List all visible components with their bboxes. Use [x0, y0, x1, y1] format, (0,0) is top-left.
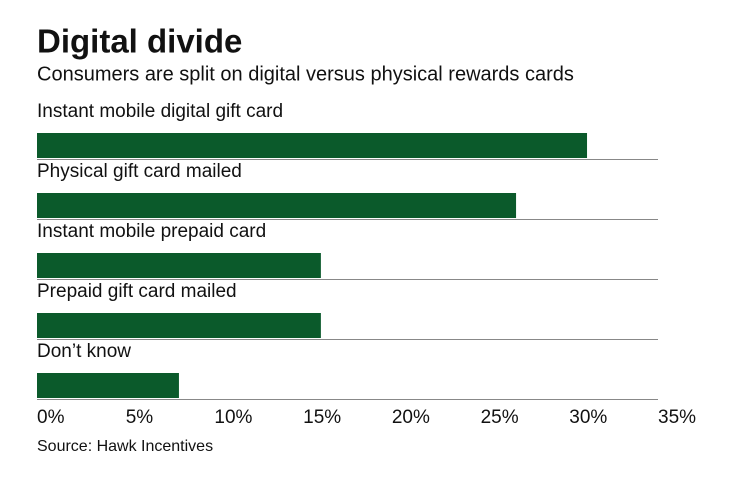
x-tick-label: 0%	[37, 407, 65, 428]
category-label: Physical gift card mailed	[37, 161, 242, 182]
x-tick-label: 5%	[126, 407, 154, 428]
x-tick-label: 30%	[569, 407, 607, 428]
chart-title: Digital divide	[37, 23, 242, 60]
bar	[37, 313, 321, 338]
chart-subtitle: Consumers are split on digital versus ph…	[37, 63, 574, 85]
x-tick-label: 15%	[303, 407, 341, 428]
source: Source: Hawk Incentives	[37, 438, 213, 455]
category-label: Instant mobile digital gift card	[37, 101, 283, 122]
bar	[37, 373, 179, 398]
x-tick-label: 35%	[658, 407, 696, 428]
bar	[37, 193, 517, 218]
category-label: Don’t know	[37, 341, 131, 362]
category-label: Prepaid gift card mailed	[37, 281, 237, 302]
x-tick-label: 25%	[481, 407, 519, 428]
bar	[37, 253, 321, 278]
bar	[37, 133, 588, 158]
category-label: Instant mobile prepaid card	[37, 221, 266, 242]
x-tick-label: 10%	[214, 407, 252, 428]
x-tick-label: 20%	[392, 407, 430, 428]
